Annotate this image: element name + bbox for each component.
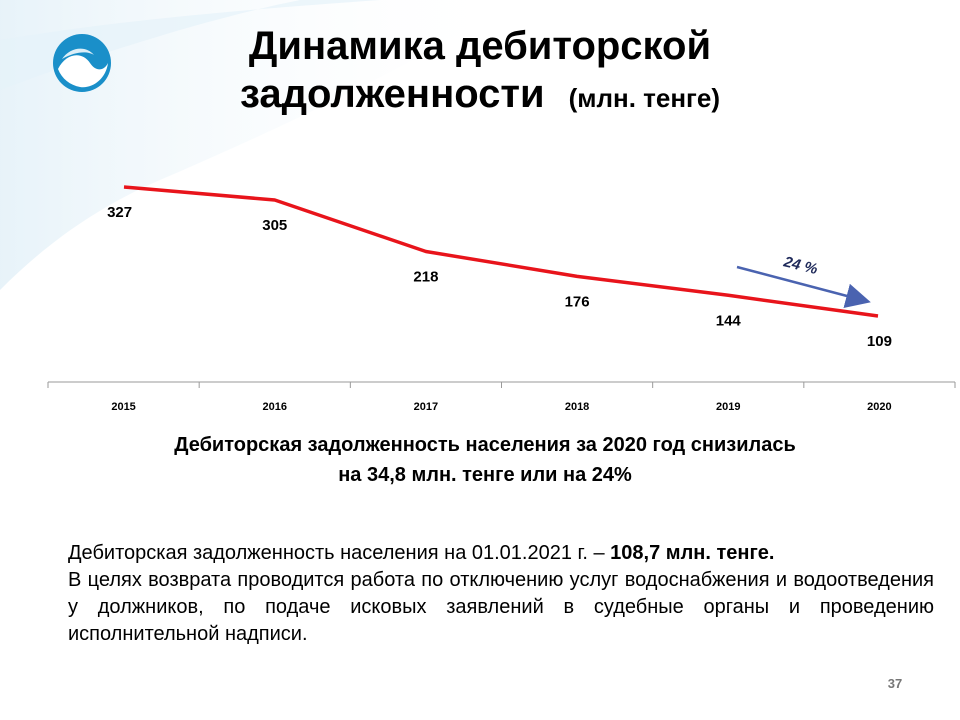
data-label-2015: 327 [107, 204, 132, 221]
body-paragraph-2: В целях возврата проводится работа по от… [68, 569, 934, 645]
body-text: Дебиторская задолженность населения на 0… [68, 540, 934, 648]
data-label-2019: 144 [716, 312, 742, 329]
x-tick-label-2020: 2020 [867, 401, 891, 413]
percent-arrow [736, 265, 871, 308]
title-line-2: задолженности [240, 72, 545, 116]
summary-line-1: Дебиторская задолженность населения за 2… [174, 434, 796, 456]
title-line-1: Динамика дебиторской [248, 24, 712, 68]
x-tick-label-2016: 2016 [263, 401, 287, 413]
summary-line-2: на 34,8 млн. тенге или на 24% [338, 464, 632, 486]
x-tick-label-2019: 2019 [716, 401, 740, 413]
summary-text: Дебиторская задолженность населения за 2… [60, 430, 910, 490]
percent-annotation: 24 % [781, 253, 819, 278]
x-tick-label-2015: 2015 [111, 401, 135, 413]
body-paragraph-1: Дебиторская задолженность населения на 0… [68, 540, 934, 567]
company-logo-wave-icon [53, 34, 111, 92]
body-p1-bold: 108,7 млн. тенге. [610, 542, 775, 564]
page-number: 37 [887, 676, 903, 691]
x-tick-label-2017: 2017 [414, 401, 438, 413]
series-line [123, 185, 879, 318]
slide-title: Динамика дебиторской задолженности (млн. … [150, 22, 810, 118]
data-label-2018: 176 [565, 293, 590, 310]
data-label-2020: 109 [867, 333, 892, 350]
body-p1-text: Дебиторская задолженность населения на 0… [68, 542, 611, 564]
data-label-2016: 305 [262, 217, 287, 234]
title-unit: (млн. тенге) [568, 83, 720, 113]
data-label-2017: 218 [413, 269, 438, 286]
x-tick-label-2018: 2018 [565, 401, 589, 413]
